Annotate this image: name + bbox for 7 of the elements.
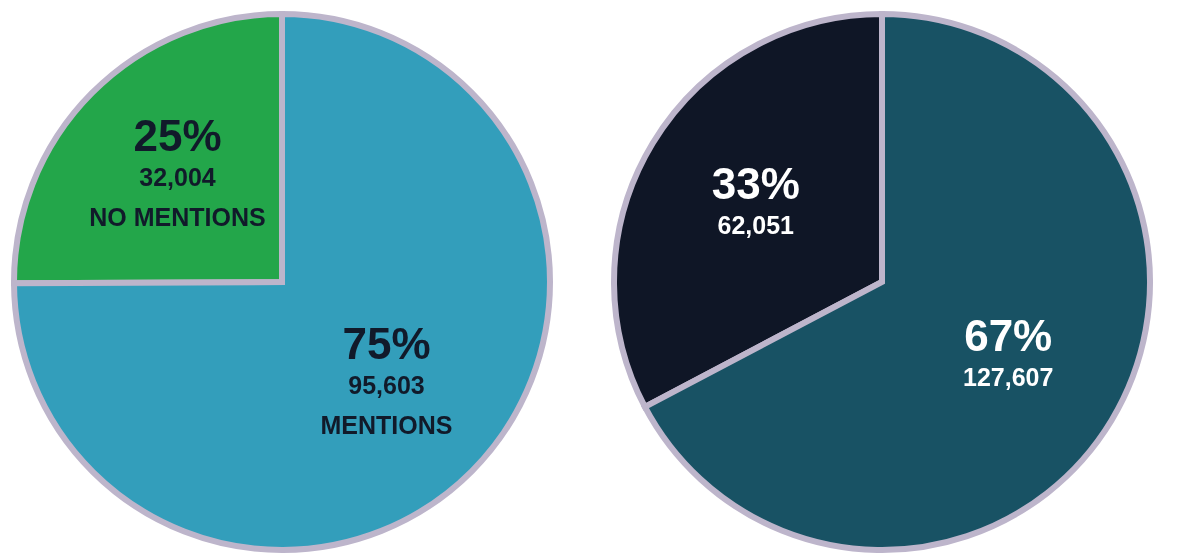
data-label: 67% 127,607 — [963, 311, 1054, 392]
data-label: 25% 32,004 — [133, 111, 222, 192]
data-label: 75% 95,603 — [342, 318, 431, 399]
pie-slice — [11, 11, 553, 553]
slice-label: NO MENTIONS — [89, 203, 266, 232]
slice-label: MENTIONS — [320, 410, 453, 439]
data-label: 33% 62,051 — [711, 158, 800, 239]
